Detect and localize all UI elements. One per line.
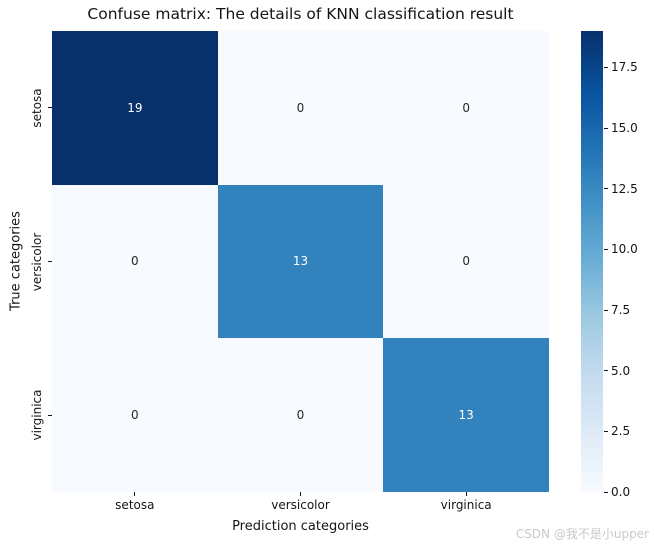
- y-axis-label: True categories: [8, 211, 24, 311]
- x-tick-label-setosa: setosa: [115, 498, 155, 512]
- colorbar-tick-label-0.0: 0.0: [611, 485, 631, 499]
- chart-title: Confuse matrix: The details of KNN class…: [87, 5, 514, 23]
- x-tick-label-virginica: virginica: [440, 498, 492, 512]
- colorbar-tick-mark: [604, 309, 608, 311]
- heatmap-cell-virginica-setosa: 0: [52, 338, 218, 492]
- heatmap-cell-setosa-setosa: 19: [52, 31, 218, 185]
- heatmap-cell-virginica-virginica: 13: [383, 338, 549, 492]
- colorbar-tick-mark: [604, 127, 608, 129]
- heatmap-cell-setosa-virginica: 0: [383, 31, 549, 185]
- colorbar-tick-label-17.5: 17.5: [611, 60, 638, 75]
- heatmap-cell-setosa-versicolor: 0: [217, 31, 384, 185]
- y-tick-mark: [48, 107, 52, 109]
- colorbar-tick-mark: [604, 188, 608, 190]
- colorbar-tick-label-2.5: 2.5: [611, 424, 631, 439]
- x-axis-label: Prediction categories: [232, 519, 369, 534]
- colorbar-gradient: [581, 31, 603, 492]
- colorbar-tick-mark: [604, 248, 608, 250]
- y-tick-label-setosa: setosa: [30, 88, 44, 128]
- colorbar-tick-label-7.5: 7.5: [611, 303, 631, 318]
- colorbar-tick-label-15.0: 15.0: [611, 121, 638, 136]
- y-tick-mark: [48, 414, 52, 416]
- y-tick-label-versicolor: versicolor: [30, 232, 44, 291]
- colorbar-tick-mark: [604, 66, 608, 68]
- heatmap-grid: 19 0 0 0 13 0 0 0 13: [52, 31, 549, 492]
- heatmap-cell-versicolor-virginica: 0: [383, 184, 549, 339]
- colorbar-tick-label-12.5: 12.5: [611, 181, 638, 196]
- x-tick-mark: [134, 492, 136, 496]
- colorbar-tick-mark: [604, 430, 608, 432]
- heatmap-cell-versicolor-versicolor: 13: [217, 184, 384, 339]
- y-tick-mark: [48, 261, 52, 262]
- colorbar-tick-label-10.0: 10.0: [611, 242, 638, 257]
- x-tick-mark: [465, 492, 467, 496]
- colorbar-tick-mark: [604, 370, 608, 372]
- x-tick-label-versicolor: versicolor: [271, 498, 330, 512]
- x-tick-mark: [300, 492, 301, 496]
- watermark: CSDN @我不是小upper: [515, 527, 649, 541]
- y-tick-label-virginica: virginica: [30, 389, 44, 441]
- heatmap-cell-versicolor-setosa: 0: [52, 184, 218, 339]
- colorbar-tick-label-5.0: 5.0: [611, 363, 631, 378]
- heatmap-cell-virginica-versicolor: 0: [217, 338, 384, 492]
- colorbar-tick-mark: [604, 491, 608, 493]
